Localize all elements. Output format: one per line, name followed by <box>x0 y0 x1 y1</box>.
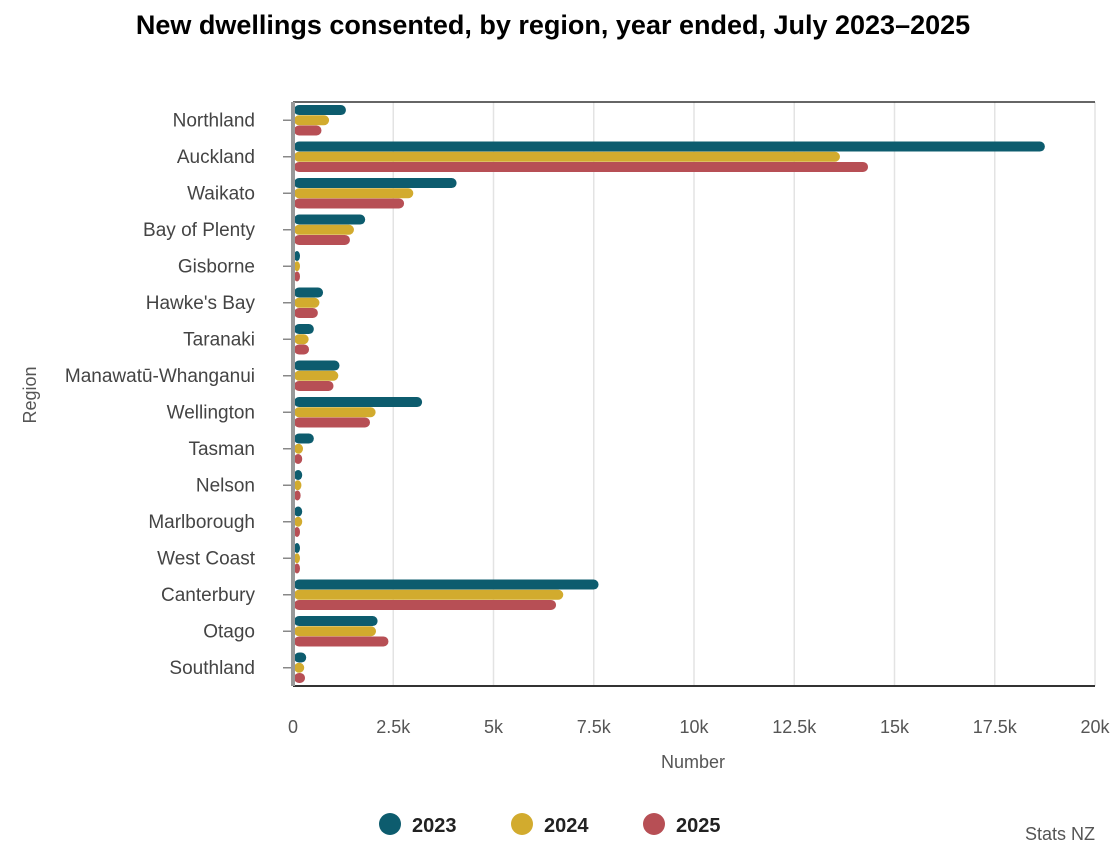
bar-2023-wellington <box>294 397 423 408</box>
bar-2024-taranaki <box>294 334 309 345</box>
bar-2025-hawke-s-bay <box>294 307 318 318</box>
x-tick-label: 7.5k <box>577 717 612 737</box>
bar-2025-canterbury <box>294 599 557 610</box>
bar-2024-otago <box>294 626 377 637</box>
bar-2024-bay-of-plenty <box>294 224 354 235</box>
bar-2023-southland <box>294 652 307 663</box>
category-label: Canterbury <box>161 585 255 606</box>
bar-2025-bay-of-plenty <box>294 234 350 245</box>
x-tick-label: 2.5k <box>376 717 411 737</box>
bar-2025-taranaki <box>294 344 310 355</box>
chart-title: New dwellings consented, by region, year… <box>136 10 970 40</box>
x-tick-labels: 0 2.5k 5k 7.5k 10k 12.5k 15k 17.5k 20k <box>288 717 1111 737</box>
bar-2023-auckland <box>294 141 1045 152</box>
bar-2023-waikato <box>294 178 457 189</box>
bar-2024-west-coast <box>294 553 300 564</box>
bar-2024-auckland <box>294 151 840 162</box>
bar-2024-canterbury <box>294 589 564 600</box>
category-label: Marlborough <box>148 512 255 533</box>
x-tick-label: 0 <box>288 717 298 737</box>
bar-2024-marlborough <box>294 516 303 527</box>
category-label: Waikato <box>187 183 255 204</box>
bar-2023-manawat-whanganui <box>294 360 340 371</box>
bar-2025-gisborne <box>294 271 300 282</box>
x-tick-label: 15k <box>880 717 910 737</box>
bar-2024-northland <box>294 115 330 126</box>
category-label: Bay of Plenty <box>143 220 255 241</box>
bar-2023-otago <box>294 616 378 627</box>
bar-2025-wellington <box>294 417 370 428</box>
category-label: Southland <box>169 658 255 679</box>
bar-2024-southland <box>294 662 305 673</box>
legend-label-2023: 2023 <box>412 815 457 837</box>
category-label: West Coast <box>157 548 256 569</box>
x-tick-label: 20k <box>1080 717 1110 737</box>
bar-2025-west-coast <box>294 563 300 574</box>
bar-2023-northland <box>294 105 346 116</box>
category-label: Auckland <box>177 147 255 168</box>
bars-group <box>294 105 1045 683</box>
gridlines <box>392 102 1096 686</box>
y-axis-label: Region <box>20 366 40 423</box>
legend-label-2025: 2025 <box>676 815 721 837</box>
legend-label-2024: 2024 <box>544 815 589 837</box>
bar-2025-tasman <box>294 453 303 464</box>
source-credit: Stats NZ <box>1025 824 1095 844</box>
bar-2023-gisborne <box>294 251 300 262</box>
bar-2024-gisborne <box>294 261 300 272</box>
category-label: Wellington <box>167 402 255 423</box>
axes-group <box>283 101 1095 687</box>
bar-2023-taranaki <box>294 324 314 335</box>
category-label: Gisborne <box>178 256 255 277</box>
category-labels: Northland Auckland Waikato Bay of Plenty Gis… <box>65 110 256 679</box>
category-label: Tasman <box>188 439 255 460</box>
x-tick-label: 10k <box>679 717 709 737</box>
bar-2024-tasman <box>294 443 304 454</box>
category-label: Manawatū-Whanganui <box>65 366 255 387</box>
legend-marker-2025 <box>643 813 665 835</box>
bar-2023-canterbury <box>294 579 599 590</box>
bar-2025-southland <box>294 672 306 683</box>
category-label: Nelson <box>196 475 255 496</box>
bar-2025-nelson <box>294 490 301 501</box>
bar-2023-tasman <box>294 433 314 444</box>
bar-2023-marlborough <box>294 506 303 517</box>
legend: 2023 2024 2025 <box>379 813 721 837</box>
bar-2025-auckland <box>294 161 869 172</box>
bar-2024-manawat-whanganui <box>294 370 339 381</box>
bar-2023-nelson <box>294 470 303 481</box>
bar-2025-northland <box>294 125 322 136</box>
legend-marker-2024 <box>511 813 533 835</box>
bar-2025-marlborough <box>294 526 300 537</box>
x-tick-label: 12.5k <box>772 717 817 737</box>
category-label: Otago <box>203 621 255 642</box>
category-label: Northland <box>173 110 255 131</box>
x-tick-label: 17.5k <box>973 717 1018 737</box>
bar-2024-waikato <box>294 188 414 199</box>
x-axis-label: Number <box>661 752 725 772</box>
category-label: Hawke's Bay <box>146 293 256 314</box>
bar-2025-otago <box>294 636 389 647</box>
bar-2025-manawat-whanganui <box>294 380 334 391</box>
bar-2023-hawke-s-bay <box>294 287 324 298</box>
bar-2024-hawke-s-bay <box>294 297 320 308</box>
bar-2024-nelson <box>294 480 302 491</box>
category-label: Taranaki <box>183 329 255 350</box>
bar-2024-wellington <box>294 407 376 418</box>
bar-2023-west-coast <box>294 543 300 554</box>
bar-2025-waikato <box>294 198 405 209</box>
bar-2023-bay-of-plenty <box>294 214 366 225</box>
x-tick-label: 5k <box>484 717 504 737</box>
legend-marker-2023 <box>379 813 401 835</box>
